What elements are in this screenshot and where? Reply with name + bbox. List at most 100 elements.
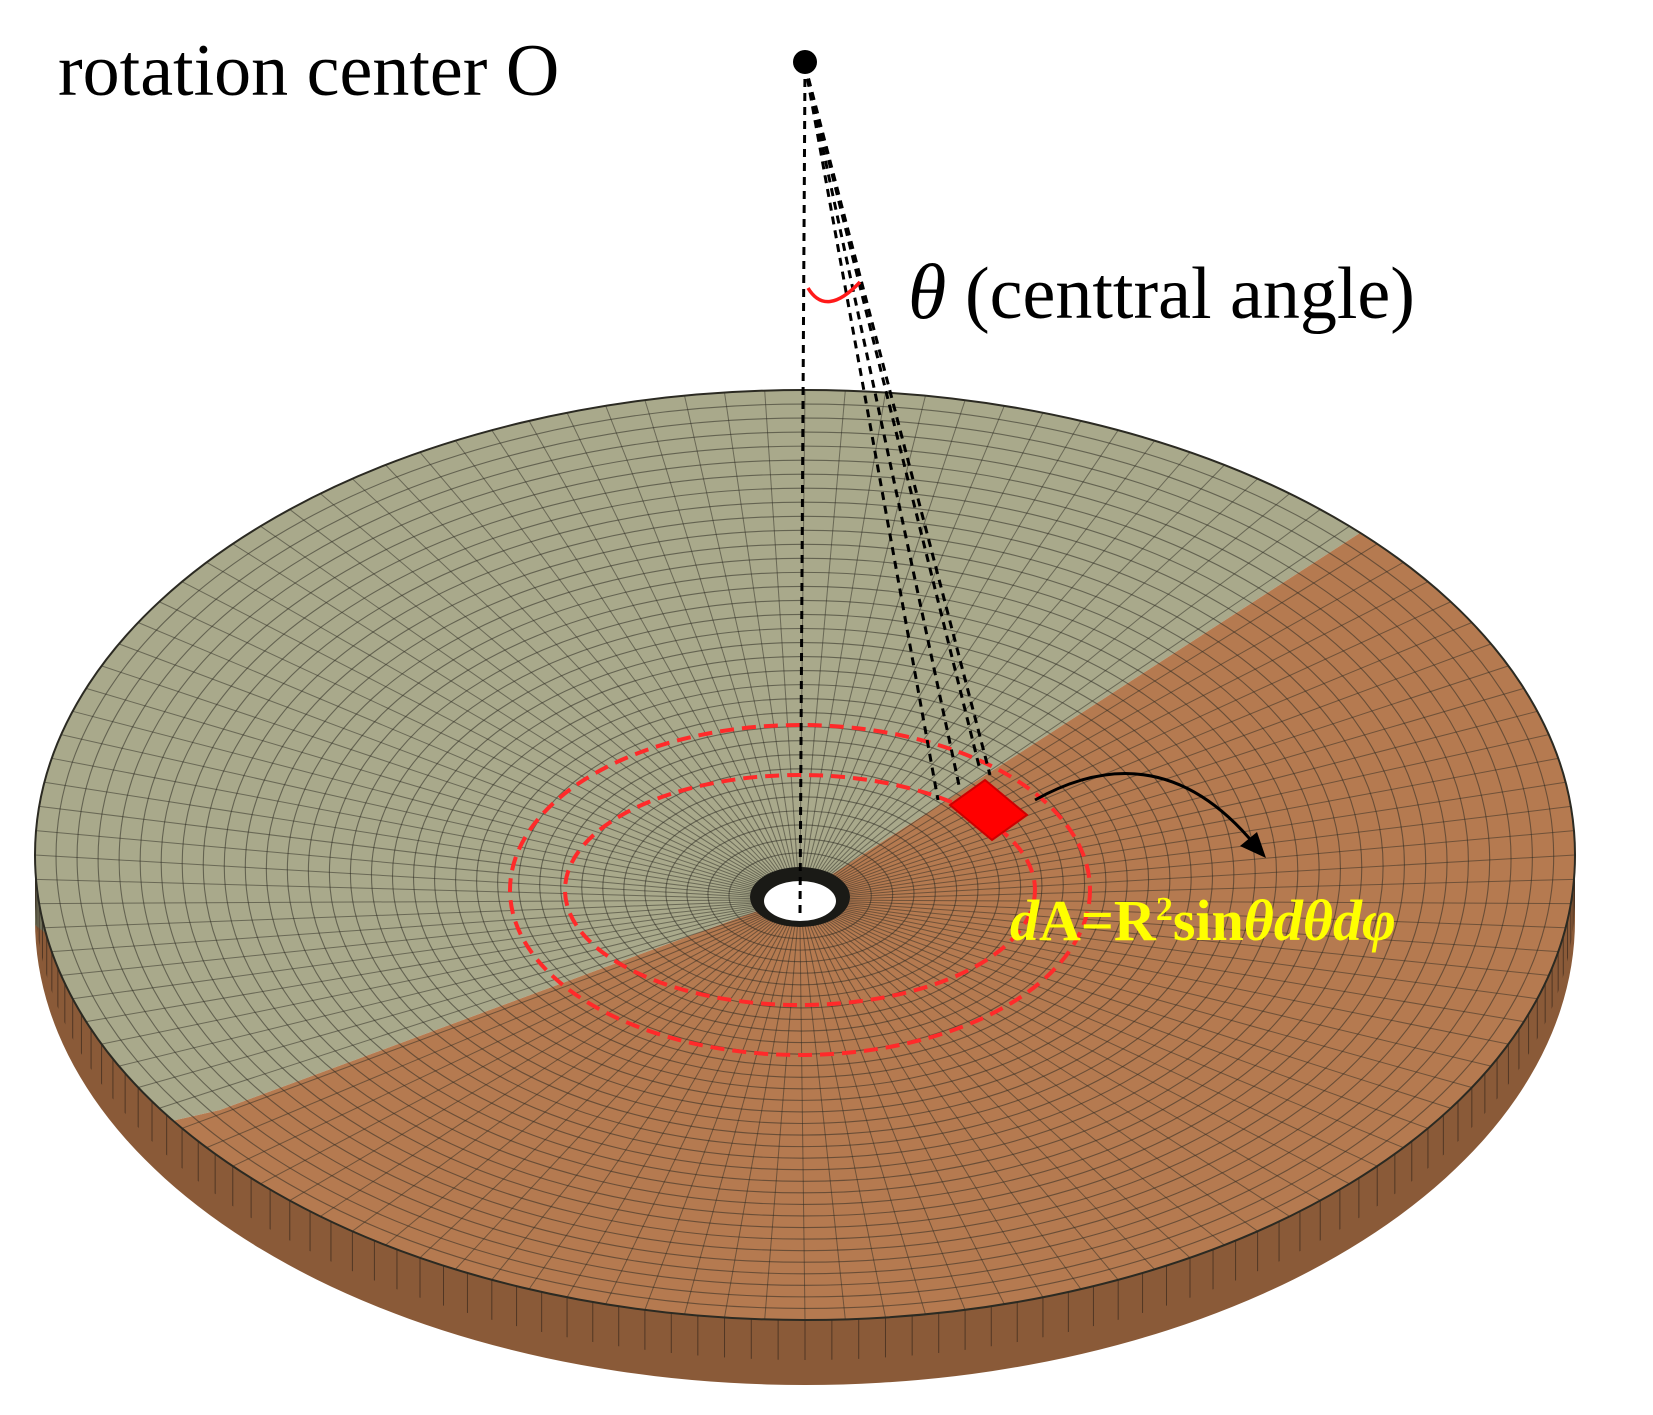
mesh-spoke (61, 904, 752, 976)
mesh-spoke (206, 561, 762, 879)
mesh-spoke (320, 919, 769, 1217)
mesh-spoke (848, 757, 1559, 892)
mesh-spoke (822, 440, 1155, 871)
mesh-spoke (137, 622, 757, 883)
mesh-spoke (840, 581, 1429, 880)
mesh-spoke (836, 916, 1378, 1167)
mesh-spoke (289, 918, 767, 1201)
theta-symbol: θ (908, 248, 946, 335)
mesh-spoke (819, 924, 1119, 1281)
area-element (948, 778, 1029, 842)
projection-lines (798, 64, 992, 916)
mesh-spoke (232, 916, 764, 1167)
mesh-spoke (838, 915, 1404, 1149)
mesh-spoke (824, 451, 1191, 872)
mesh-spoke (845, 908, 1509, 1045)
mesh-spoke (807, 926, 926, 1315)
mesh-spoke (138, 911, 757, 1088)
mesh-spoke (817, 420, 1082, 870)
mesh-spoke (802, 390, 846, 868)
mesh-spoke (385, 464, 774, 873)
dark-sector (35, 480, 1575, 1320)
mesh-spoke (491, 924, 781, 1281)
mesh-spoke (419, 451, 776, 872)
mesh-spoke (232, 543, 764, 878)
mesh-spoke (841, 912, 1451, 1109)
mesh-spoke (118, 643, 756, 884)
mesh-spoke (835, 525, 1350, 877)
mesh-spoke (843, 911, 1472, 1088)
area-formula: dA=R2sinθdθdφ (1010, 888, 1396, 953)
mesh-spoke (840, 914, 1429, 1129)
mesh-spoke (118, 910, 756, 1067)
mesh-spoke (101, 665, 755, 886)
mesh-spoke (39, 805, 751, 895)
mesh-spoke (804, 926, 886, 1318)
rotation-center-point (793, 50, 817, 74)
curved-arrow (1034, 772, 1266, 858)
mesh-spoke (844, 643, 1492, 884)
mesh-spoke (848, 904, 1549, 976)
mesh-spoke (101, 908, 755, 1045)
mesh-spoke (206, 915, 762, 1149)
mesh-spoke (831, 919, 1290, 1217)
mesh-spoke (72, 710, 753, 889)
mesh-spoke (841, 601, 1451, 882)
mesh-spoke (35, 854, 751, 898)
mesh-spoke (86, 907, 754, 1023)
mesh-spoke (822, 923, 1155, 1270)
mesh-spoke (844, 910, 1492, 1067)
mesh-spoke (802, 926, 846, 1320)
mesh-spoke (804, 392, 886, 868)
mesh-spoke (819, 429, 1119, 870)
mesh-spoke (51, 902, 752, 953)
mesh-spoke (566, 925, 785, 1298)
inner-ring (563, 773, 1037, 1007)
mesh-spoke (44, 901, 751, 929)
mesh-spoke (833, 509, 1321, 876)
mesh-spoke (320, 493, 769, 875)
mesh-spoke (849, 899, 1571, 905)
mesh-spoke (724, 392, 796, 868)
mesh-spoke (39, 899, 751, 905)
mesh-spoke (815, 925, 1044, 1298)
mesh-spoke (826, 921, 1225, 1246)
mesh-spoke (159, 601, 759, 882)
mesh-spoke (836, 543, 1378, 878)
disc-outline (34, 389, 1576, 1321)
mesh-spoke (829, 920, 1258, 1232)
mesh-spoke (36, 830, 751, 896)
mesh-spoke (849, 878, 1574, 900)
mesh-spoke (848, 902, 1559, 953)
mesh-spoke (846, 907, 1524, 1023)
mesh-spoke (843, 622, 1473, 883)
mesh-spoke (528, 420, 783, 870)
mesh-spoke (817, 924, 1082, 1290)
mesh-spoke (644, 926, 791, 1311)
mesh-spoke (764, 390, 798, 868)
mesh-spoke (826, 464, 1225, 873)
mesh-spoke (849, 901, 1566, 929)
mesh-spoke (605, 925, 788, 1305)
mesh-spoke (848, 734, 1549, 890)
mesh-spoke (724, 926, 796, 1318)
mesh-spoke (812, 925, 1005, 1305)
mesh-spoke (44, 781, 751, 893)
mesh-spoke (764, 926, 798, 1320)
mesh-spoke (605, 405, 788, 869)
mesh-spoke (352, 478, 771, 874)
mesh-spoke (847, 710, 1538, 889)
mesh-spoke (644, 400, 791, 868)
mesh-spoke (838, 561, 1404, 879)
mesh-spoke (849, 854, 1575, 898)
mesh-spoke (289, 509, 767, 876)
mesh-spoke (835, 917, 1350, 1185)
mesh-spoke (684, 926, 793, 1315)
mesh-spoke (829, 478, 1258, 874)
mesh-spoke (51, 757, 752, 892)
rotation-center-label: rotation center O (58, 30, 559, 112)
mesh-spoke (181, 581, 760, 880)
